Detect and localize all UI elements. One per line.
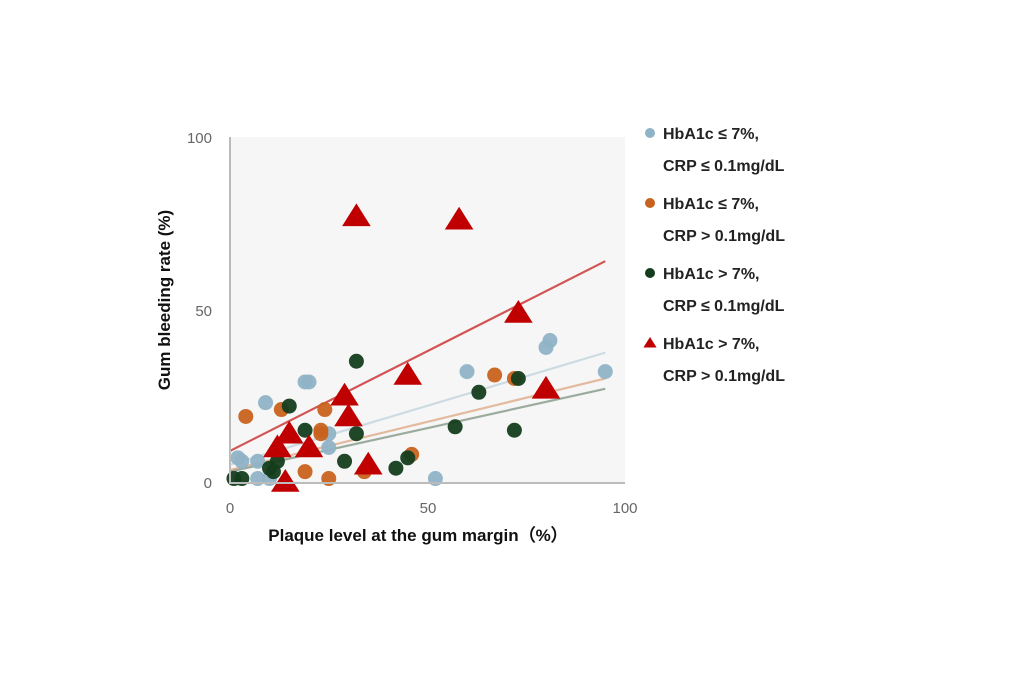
x-axis-label: Plaque level at the gum margin（%）	[268, 525, 567, 545]
data-point-circle	[301, 374, 317, 390]
x-tick-100: 100	[612, 500, 637, 517]
legend-label-line1: HbA1c ≤ 7%,	[663, 126, 759, 143]
data-point-triangle	[271, 469, 300, 492]
data-point-circle	[238, 408, 254, 424]
y-tick-100: 100	[187, 130, 212, 147]
legend-label-line2: CRP ≤ 0.1mg/dL	[663, 298, 785, 315]
x-tick-50: 50	[420, 500, 437, 517]
data-point-circle	[321, 440, 337, 455]
trend-line-2	[229, 387, 606, 473]
legend-label-line1: HbA1c ≤ 7%,	[663, 196, 759, 213]
data-point-circle	[297, 464, 313, 480]
data-point-triangle	[294, 434, 324, 458]
data-point-triangle	[342, 203, 371, 227]
data-point-circle	[234, 453, 250, 469]
legend-label-line1: HbA1c > 7%,	[663, 266, 759, 283]
data-point-triangle	[274, 420, 304, 444]
data-point-circle	[250, 453, 266, 469]
plot-background	[230, 137, 625, 482]
legend-marker-circle	[645, 128, 655, 138]
data-point-circle	[348, 426, 364, 442]
data-points	[226, 203, 613, 492]
data-point-circle	[317, 402, 333, 418]
legend-label-line1: HbA1c > 7%,	[663, 336, 759, 353]
data-point-triangle	[444, 206, 474, 230]
data-point-triangle	[393, 362, 423, 385]
data-point-circle	[337, 453, 353, 469]
trend-lines	[229, 260, 606, 473]
data-point-circle	[348, 353, 364, 369]
y-tick-0: 0	[204, 475, 212, 492]
data-point-circle	[297, 422, 313, 438]
data-point-circle	[447, 419, 463, 435]
legend-marker-circle	[645, 198, 655, 208]
data-point-circle	[471, 384, 487, 400]
data-point-triangle	[263, 434, 292, 458]
trend-line-0	[229, 351, 606, 466]
x-tick-0: 0	[226, 500, 234, 517]
data-point-circle	[281, 398, 297, 414]
legend-marker-circle	[645, 268, 655, 278]
legend-marker-triangle	[643, 337, 657, 348]
data-point-circle	[487, 367, 503, 383]
y-tick-50: 50	[195, 303, 212, 320]
data-point-triangle	[334, 403, 363, 427]
data-point-triangle	[504, 299, 533, 323]
y-axis-label: Gum bleeding rate (%)	[155, 210, 174, 390]
legend-label-line2: CRP > 0.1mg/dL	[663, 228, 785, 245]
data-point-circle	[542, 333, 558, 349]
data-point-circle	[258, 395, 274, 411]
data-point-triangle	[330, 382, 359, 406]
data-point-triangle	[531, 375, 561, 399]
data-point-circle	[506, 422, 522, 438]
data-point-circle	[313, 426, 329, 442]
legend-label-line2: CRP ≤ 0.1mg/dL	[663, 158, 785, 175]
legend: HbA1c ≤ 7%, CRP ≤ 0.1mg/dL HbA1c ≤ 7%, CRP …	[643, 126, 785, 385]
data-point-circle	[597, 364, 613, 380]
trend-line-3	[229, 260, 606, 452]
data-point-circle	[459, 364, 475, 380]
data-point-circle	[400, 450, 416, 466]
data-point-circle	[269, 453, 285, 469]
data-point-circle	[388, 460, 404, 476]
legend-label-line2: CRP > 0.1mg/dL	[663, 368, 785, 385]
data-point-triangle	[353, 451, 383, 475]
data-point-circle	[510, 371, 526, 386]
